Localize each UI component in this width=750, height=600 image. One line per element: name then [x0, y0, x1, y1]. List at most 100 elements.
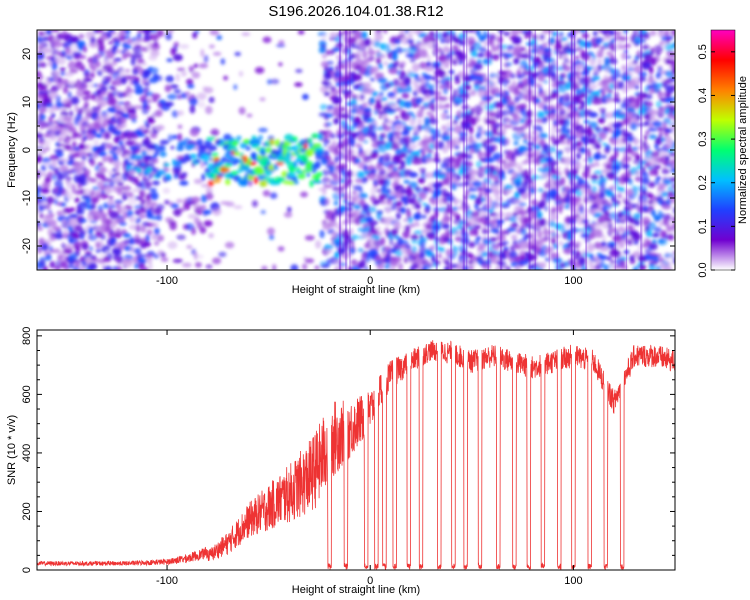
heatmap-signal-cell	[159, 151, 167, 158]
heatmap-cell	[483, 40, 489, 47]
heatmap-cell	[401, 121, 407, 127]
heatmap-cell	[518, 209, 527, 216]
heatmap-cell	[324, 150, 330, 157]
heatmap-cell	[453, 125, 463, 134]
heatmap-cell	[403, 218, 408, 223]
heatmap-cell	[166, 58, 173, 62]
heatmap-cell	[618, 187, 626, 193]
heatmap-cell	[170, 47, 177, 56]
heatmap-cell	[438, 247, 446, 253]
heatmap-cell	[55, 82, 63, 90]
heatmap-cell	[401, 36, 410, 45]
heatmap-cell	[401, 93, 410, 99]
heatmap-cell	[333, 77, 342, 83]
heatmap-cell	[445, 207, 454, 214]
heatmap-cell	[531, 72, 537, 79]
heatmap-cell	[526, 131, 532, 140]
heatmap-cell	[393, 221, 402, 230]
heatmap-cell	[212, 257, 222, 265]
heatmap-cell	[73, 164, 83, 174]
heatmap-cell	[445, 85, 453, 90]
heatmap-cell	[445, 52, 453, 61]
heatmap-cell	[458, 259, 469, 266]
heatmap-cell	[404, 244, 412, 250]
heatmap-cell	[398, 47, 403, 54]
heatmap-signal-cell	[166, 176, 172, 181]
heatmap-cell	[334, 156, 340, 163]
heatmap-cell	[145, 194, 151, 200]
heatmap-cell	[514, 264, 521, 270]
heatmap-cell	[457, 199, 463, 204]
heatmap-cell	[40, 188, 50, 194]
heatmap-cell	[370, 168, 377, 175]
heatmap-cell	[476, 53, 485, 58]
heatmap-cell	[477, 73, 487, 78]
heatmap-cell	[395, 200, 403, 207]
heatmap-cell	[612, 164, 622, 171]
heatmap-cell	[200, 183, 210, 188]
heatmap-cell	[350, 98, 358, 105]
heatmap-cell	[413, 212, 422, 221]
heatmap-cell	[495, 165, 502, 171]
heatmap-cell	[411, 239, 418, 244]
heatmap-cell	[220, 58, 226, 65]
heatmap-cell	[607, 88, 614, 94]
heatmap-cell	[79, 207, 85, 215]
heatmap-cell	[494, 230, 501, 235]
heatmap-cell	[574, 63, 583, 71]
heatmap-cell	[452, 120, 458, 125]
heatmap-cell	[424, 116, 430, 126]
heatmap-cell	[143, 87, 150, 92]
heatmap-cell	[419, 239, 426, 248]
heatmap-cell	[371, 134, 378, 143]
heatmap-cell	[434, 32, 444, 40]
heatmap-cell	[598, 131, 607, 140]
heatmap-cell	[524, 158, 534, 165]
heatmap-cell	[404, 136, 412, 145]
heatmap-cell	[43, 265, 48, 270]
heatmap-cell	[119, 221, 127, 226]
heatmap-cell	[605, 97, 613, 103]
heatmap-cell	[643, 134, 648, 140]
colorbar-tick-label: 0.1	[697, 219, 709, 234]
heatmap-cell	[649, 242, 658, 251]
heatmap-cell	[75, 113, 82, 122]
heatmap-cell	[142, 73, 149, 81]
heatmap-signal-cell	[133, 154, 143, 160]
heatmap-cell	[81, 154, 87, 161]
heatmap-cell	[300, 191, 308, 198]
heatmap-cell	[326, 249, 333, 254]
heatmap-cell	[95, 115, 102, 124]
heatmap-cell	[87, 262, 98, 270]
heatmap-cell	[432, 182, 442, 190]
heatmap-cell	[57, 171, 62, 176]
heatmap-cell	[391, 142, 400, 151]
heatmap-cell	[54, 180, 63, 188]
heatmap-cell	[75, 241, 83, 246]
heatmap-cell	[588, 111, 598, 118]
heatmap-cell	[319, 229, 325, 239]
heatmap-cell	[203, 86, 214, 94]
heatmap-cell	[272, 264, 277, 270]
heatmap-cell	[645, 130, 650, 136]
heatmap-cell	[76, 79, 81, 84]
heatmap-cell	[364, 265, 369, 270]
heatmap-cell	[88, 234, 98, 242]
heatmap-cell	[511, 153, 516, 162]
heatmap-cell	[322, 34, 327, 41]
heatmap-cell	[569, 43, 577, 48]
heatmap-cell	[597, 58, 602, 64]
heatmap-signal-cell	[157, 145, 166, 152]
heatmap-cell	[118, 205, 126, 214]
heatmap-cell	[100, 233, 106, 241]
heatmap-cell	[487, 209, 493, 214]
heatmap-cell	[479, 136, 485, 141]
heatmap-cell	[74, 132, 83, 139]
heatmap-cell	[430, 38, 437, 43]
heatmap-cell	[446, 135, 452, 141]
heatmap-cell	[548, 220, 556, 228]
heatmap-cell	[133, 263, 140, 270]
heatmap-cell	[140, 244, 146, 249]
heatmap-cell	[383, 30, 388, 34]
heatmap-cell	[197, 254, 204, 259]
